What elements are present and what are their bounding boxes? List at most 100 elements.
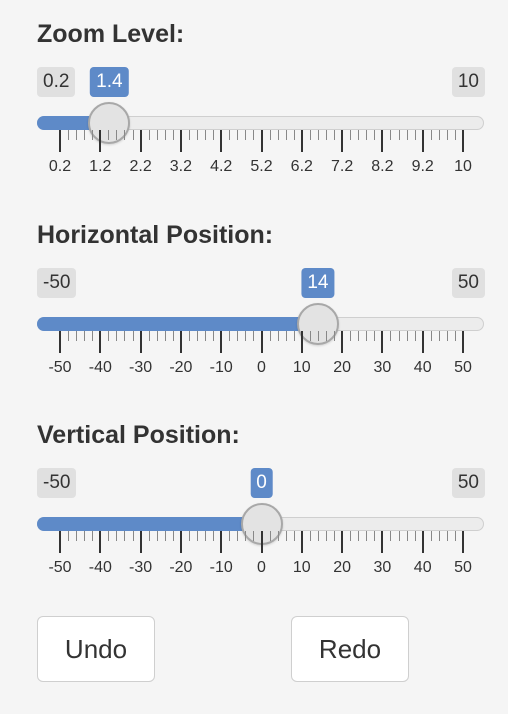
minor-tick [84, 130, 86, 140]
minor-tick [148, 130, 150, 140]
minor-tick [325, 130, 327, 140]
minor-tick [293, 531, 295, 541]
redo-button[interactable]: Redo [291, 616, 409, 682]
horizontal-label: Horizontal Position: [37, 221, 274, 249]
minor-tick [350, 331, 352, 341]
minor-tick [398, 331, 400, 341]
major-tick [462, 130, 464, 152]
minor-tick [269, 130, 271, 140]
minor-tick [398, 531, 400, 541]
minor-tick [366, 531, 368, 541]
minor-tick [188, 531, 190, 541]
minor-tick [76, 331, 78, 341]
minor-tick [124, 130, 126, 140]
major-tick [260, 331, 263, 353]
tick-label: -50 [48, 359, 72, 376]
tick-label: 20 [333, 559, 351, 576]
minor-tick [325, 331, 327, 341]
major-tick [59, 331, 61, 353]
minor-tick [390, 331, 392, 341]
tick-label: 50 [454, 559, 472, 576]
minor-tick [317, 331, 319, 341]
major-tick [99, 130, 102, 152]
minor-tick [156, 331, 158, 341]
minor-tick [213, 531, 215, 541]
minor-tick [277, 531, 279, 541]
minor-tick [245, 531, 247, 541]
major-tick [179, 331, 182, 353]
minor-tick [116, 130, 118, 140]
minor-tick [406, 331, 408, 341]
minor-tick [156, 531, 158, 541]
major-tick [300, 331, 303, 353]
minor-tick [124, 331, 126, 341]
tick-label: 2.2 [129, 158, 152, 175]
minor-tick [164, 531, 166, 541]
minor-tick [188, 331, 190, 341]
major-tick [99, 331, 102, 353]
major-tick [381, 531, 384, 553]
tick-label: 1.2 [89, 158, 112, 175]
vertical-slider-fill [37, 517, 262, 531]
minor-tick [414, 331, 416, 341]
vertical-slider-group: Vertical Position: -50 50 0 -50 -40 -30 -20… [0, 401, 508, 591]
minor-tick [390, 130, 392, 140]
undo-button[interactable]: Undo [37, 616, 155, 682]
minor-tick [430, 130, 432, 140]
major-tick [300, 130, 303, 152]
minor-tick [253, 130, 255, 140]
minor-tick [350, 130, 352, 140]
zoom-min-badge: 0.2 [37, 67, 76, 97]
horizontal-min-badge: -50 [37, 268, 77, 298]
major-tick [421, 531, 424, 553]
major-tick [381, 130, 384, 152]
zoom-value-badge: 1.4 [90, 67, 129, 97]
minor-tick [164, 331, 166, 341]
minor-tick [325, 531, 327, 541]
tick-label: 20 [333, 359, 351, 376]
minor-tick [438, 531, 440, 541]
minor-tick [414, 130, 416, 140]
minor-tick [213, 130, 215, 140]
minor-tick [197, 130, 199, 140]
major-tick [220, 531, 223, 553]
minor-tick [446, 130, 448, 140]
minor-tick [237, 130, 239, 140]
major-tick [300, 531, 303, 553]
minor-tick [205, 531, 207, 541]
vertical-value-badge: 0 [250, 468, 273, 498]
minor-tick [124, 531, 126, 541]
minor-tick [132, 130, 134, 140]
major-tick [260, 130, 263, 152]
minor-tick [454, 130, 456, 140]
minor-tick [197, 531, 199, 541]
tick-label: 7.2 [330, 158, 354, 175]
tick-label: 0 [257, 559, 266, 576]
minor-tick [253, 531, 255, 541]
tick-label: -10 [209, 359, 233, 376]
minor-tick [84, 331, 86, 341]
minor-tick [108, 331, 110, 341]
vertical-max-badge: 50 [451, 468, 485, 498]
minor-tick [285, 531, 287, 541]
minor-tick [132, 531, 134, 541]
major-tick [421, 130, 424, 152]
horizontal-slider-group: Horizontal Position: -50 50 14 -50 -40 -30… [0, 201, 508, 391]
minor-tick [358, 531, 360, 541]
minor-tick [454, 531, 456, 541]
tick-label: 3.2 [169, 158, 193, 175]
minor-tick [293, 331, 295, 341]
minor-tick [76, 531, 78, 541]
minor-tick [156, 130, 158, 140]
minor-tick [245, 130, 247, 140]
minor-tick [269, 531, 271, 541]
major-tick [462, 331, 464, 353]
minor-tick [108, 531, 110, 541]
minor-tick [430, 531, 432, 541]
major-tick [220, 130, 223, 152]
minor-tick [229, 531, 231, 541]
minor-tick [188, 130, 190, 140]
minor-tick [108, 130, 110, 140]
tick-label: 10 [292, 559, 311, 576]
minor-tick [285, 331, 287, 341]
